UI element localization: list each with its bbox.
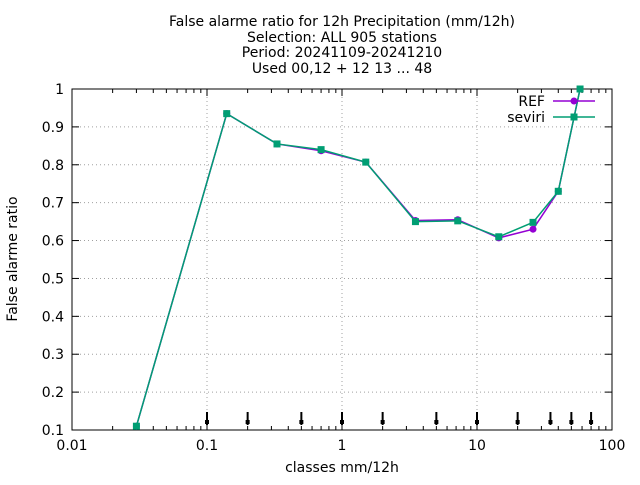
- y-tick-label: 0.2: [42, 385, 64, 401]
- title-line-2: Selection: ALL 905 stations: [247, 30, 437, 46]
- class-marker-head: [205, 420, 209, 424]
- chart-title: False alarme ratio for 12h Precipitation…: [169, 14, 515, 77]
- legend-marker: [570, 113, 578, 121]
- legend-label-seviri: seviri: [507, 110, 545, 126]
- grid-layer: [72, 89, 612, 430]
- x-tick-label: 0.1: [196, 438, 218, 454]
- legend-marker: [570, 97, 578, 105]
- class-marker: [475, 412, 479, 425]
- x-tick-label: 0.01: [56, 438, 87, 454]
- y-tick-label: 0.7: [42, 196, 64, 212]
- class-marker: [548, 412, 553, 425]
- legend: REF seviri: [507, 94, 595, 126]
- class-marker-head: [569, 420, 574, 424]
- class-marker: [380, 412, 385, 425]
- class-marker: [245, 412, 250, 425]
- title-line-3: Period: 20241109-20241210: [242, 45, 442, 61]
- class-marker-head: [245, 420, 250, 424]
- data-point-seviri: [132, 422, 140, 430]
- y-tick-label: 0.3: [42, 347, 64, 363]
- data-point-ref: [529, 225, 537, 233]
- class-marker-head: [589, 420, 594, 424]
- y-tick-label: 1: [55, 82, 64, 98]
- class-marker-head: [340, 420, 344, 424]
- data-point-seviri: [495, 233, 503, 241]
- y-tick-label: 0.4: [42, 309, 64, 325]
- class-marker-head: [434, 420, 439, 424]
- class-marker-head: [299, 420, 304, 424]
- title-line-4: Used 00,12 + 12 13 ... 48: [252, 61, 432, 77]
- data-point-seviri: [317, 146, 325, 154]
- y-tick-label: 0.9: [42, 120, 64, 136]
- data-point-seviri: [411, 218, 419, 226]
- class-marker-head: [380, 420, 385, 424]
- class-marker: [205, 412, 209, 425]
- y-tick-label: 0.6: [42, 234, 64, 250]
- data-point-seviri: [529, 218, 537, 226]
- class-marker: [299, 412, 304, 425]
- y-axis-label: False alarme ratio: [5, 196, 21, 321]
- x-tick-label: 1: [338, 438, 347, 454]
- class-marker: [569, 412, 574, 425]
- title-line-1: False alarme ratio for 12h Precipitation…: [169, 14, 515, 30]
- data-point-seviri: [576, 85, 584, 93]
- class-marker: [434, 412, 439, 425]
- data-point-seviri: [454, 217, 462, 225]
- axis-layer: 0.10.20.30.40.50.60.70.80.910.01 0.1 1 10 10…: [42, 82, 626, 454]
- y-tick-label: 0.1: [42, 423, 64, 439]
- series-seviri: [132, 85, 584, 430]
- class-marker: [589, 412, 594, 425]
- x-axis-label: classes mm/12h: [285, 460, 399, 476]
- legend-sample-ref: [553, 97, 595, 105]
- class-marker: [515, 412, 520, 425]
- class-marker-layer: [205, 412, 594, 425]
- class-marker: [340, 412, 344, 425]
- data-point-seviri: [223, 110, 231, 118]
- data-point-seviri: [273, 140, 281, 148]
- data-point-seviri: [554, 187, 562, 195]
- x-tick-label: 10: [468, 438, 486, 454]
- data-point-seviri: [362, 158, 370, 166]
- y-tick-label: 0.8: [42, 158, 64, 174]
- y-tick-label: 0.5: [42, 271, 64, 287]
- legend-label-ref: REF: [518, 94, 545, 110]
- class-marker-head: [515, 420, 520, 424]
- class-marker-head: [548, 420, 553, 424]
- legend-sample-seviri: [553, 113, 595, 121]
- x-tick-label: 100: [599, 438, 626, 454]
- class-marker-head: [475, 420, 479, 424]
- series-layer: [132, 85, 584, 430]
